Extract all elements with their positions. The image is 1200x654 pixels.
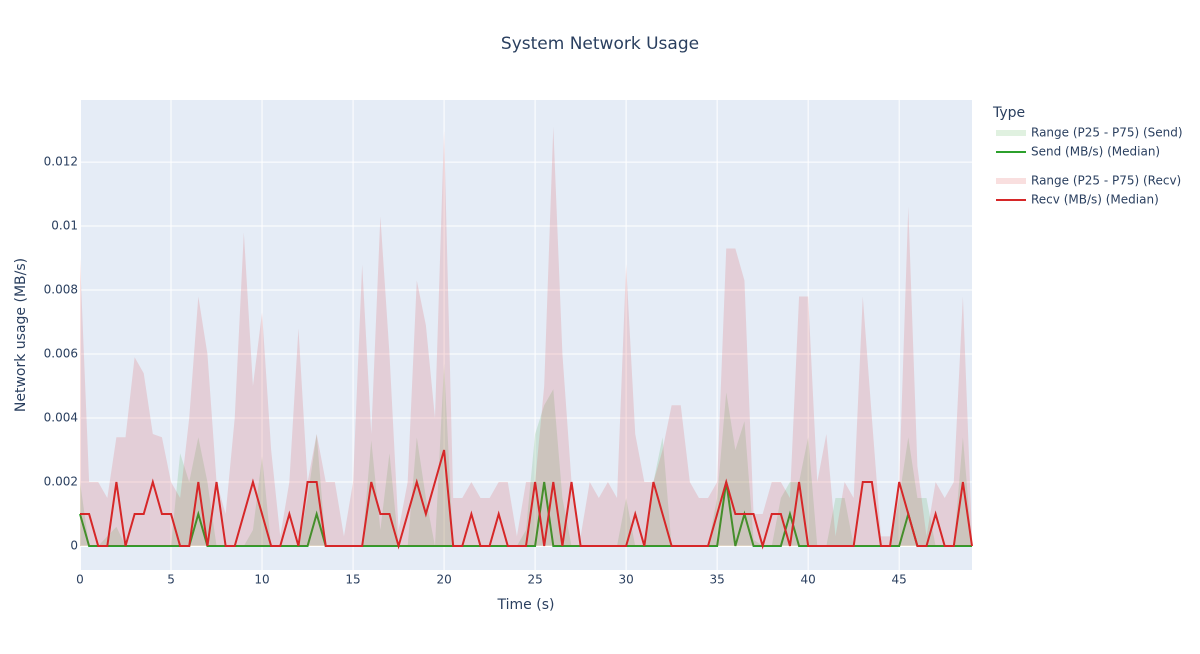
y-tick-label: 0	[70, 539, 78, 553]
legend-label: Recv (MB/s) (Median)	[1031, 193, 1159, 207]
x-tick-label: 30	[618, 573, 633, 587]
legend-swatch	[996, 130, 1026, 136]
legend-label: Range (P25 - P75) (Recv)	[1031, 174, 1181, 188]
legend-title: Type	[992, 105, 1025, 121]
y-tick-label: 0.008	[44, 283, 78, 297]
y-tick-label: 0.01	[51, 219, 78, 233]
x-tick-label: 25	[527, 573, 542, 587]
y-tick-label: 0.004	[44, 411, 78, 425]
legend-item[interactable]: Recv (MB/s) (Median)	[996, 193, 1159, 207]
x-tick-label: 15	[345, 573, 360, 587]
y-axis-title: Network usage (MB/s)	[13, 258, 29, 412]
range-area	[80, 126, 972, 547]
y-tick-label: 0.006	[44, 347, 78, 361]
legend-item[interactable]: Range (P25 - P75) (Send)	[996, 126, 1183, 140]
range-area	[80, 363, 972, 547]
x-tick-label: 0	[76, 573, 84, 587]
legend-label: Range (P25 - P75) (Send)	[1031, 126, 1183, 140]
marks	[79, 126, 973, 550]
x-tick-label: 45	[892, 573, 907, 587]
y-tick-label: 0.012	[44, 155, 78, 169]
legend-item[interactable]: Send (MB/s) (Median)	[996, 145, 1160, 159]
legend-item[interactable]: Range (P25 - P75) (Recv)	[996, 174, 1181, 188]
legend: Range (P25 - P75) (Send) Send (MB/s) (Med…	[996, 126, 1183, 207]
x-axis-title: Time (s)	[497, 597, 555, 613]
legend-swatch	[996, 178, 1026, 184]
labels: 0 5 10 15 20 25 30 35 40 45 0 0.002 0.004 0.006 0.008 0…	[44, 155, 907, 587]
x-tick-label: 40	[801, 573, 816, 587]
x-tick-label: 35	[710, 573, 725, 587]
x-tick-label: 20	[436, 573, 451, 587]
x-tick-label: 10	[254, 573, 269, 587]
chart-title: System Network Usage	[501, 34, 699, 54]
median-line	[80, 449, 973, 550]
legend-label: Send (MB/s) (Median)	[1031, 145, 1160, 159]
x-tick-label: 5	[167, 573, 175, 587]
plot-area	[80, 100, 972, 570]
y-tick-label: 0.002	[44, 475, 78, 489]
